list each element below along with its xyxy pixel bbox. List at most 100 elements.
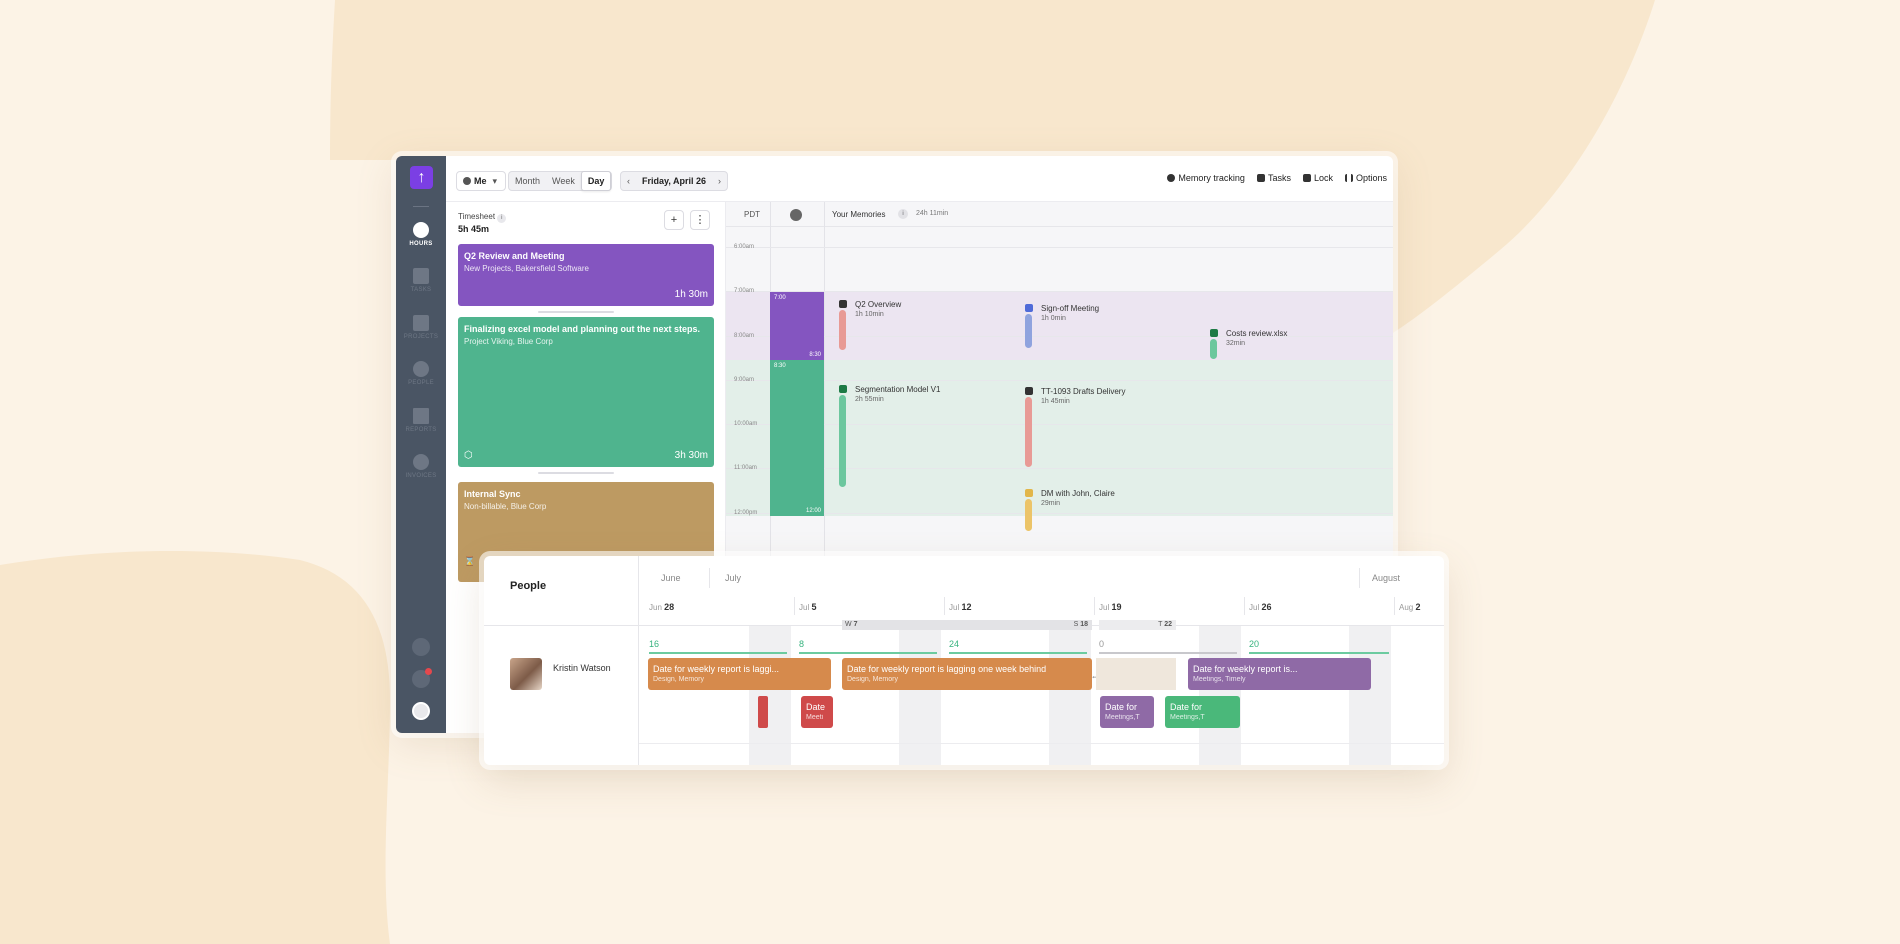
hour-label: 6:00am [734, 244, 755, 250]
task-bar[interactable]: Date Meeti [801, 696, 833, 728]
sidebar-item-projects[interactable]: PROJECTS [396, 315, 446, 340]
week-divider [1094, 597, 1095, 615]
lock-button[interactable]: Lock [1302, 173, 1333, 183]
next-day-button[interactable]: › [718, 176, 722, 186]
sidebar-item-label: PROJECTS [403, 334, 439, 340]
sliders-icon [1344, 174, 1353, 182]
user-selector[interactable]: Me ▾ [456, 171, 507, 191]
entry-title: Q2 Review and Meeting [464, 251, 565, 261]
week-day: 28 [664, 602, 675, 612]
task-bar[interactable] [758, 696, 768, 728]
dollar-icon [413, 454, 429, 470]
week-label: Jul 12 [949, 602, 971, 612]
task-title: Date for weekly report is laggi... [653, 664, 780, 674]
help-icon[interactable] [412, 638, 430, 656]
memory-icon [1167, 174, 1176, 182]
timesheet-heading: Timesheet i [458, 212, 507, 223]
timesheet-total: 5h 45m [458, 224, 490, 234]
excel-icon [1210, 329, 1218, 337]
bar-chart-icon [413, 408, 429, 424]
task-title: Date [806, 702, 826, 712]
options-button[interactable]: Options [1344, 173, 1387, 183]
task-bar[interactable]: Date for Meetings,T [1100, 696, 1154, 728]
view-month-button[interactable]: Month [515, 176, 541, 186]
memory-duration: 1h 10min [855, 311, 884, 318]
resize-handle[interactable] [538, 472, 614, 474]
weekend-shade [899, 626, 941, 765]
lock-label: Lock [1313, 173, 1333, 183]
add-entry-button[interactable]: + [664, 210, 684, 230]
tasks-label: Tasks [1267, 173, 1291, 183]
app-logo-icon[interactable]: ↑ [410, 166, 433, 189]
holiday-marker[interactable]: W 7 S 18 [842, 620, 1092, 630]
options-label: Options [1355, 173, 1387, 183]
hour-label: 8:00am [734, 333, 755, 339]
week-divider [1394, 597, 1395, 615]
toolbar: Memory tracking Tasks Lock Options [1167, 173, 1387, 183]
sidebar-divider [413, 206, 429, 207]
view-week-button[interactable]: Week [552, 176, 575, 186]
calendar-day-view: PDT Your Memories i 24h 11min 6:00am 7:0… [726, 202, 1393, 733]
more-options-button[interactable]: ⋮ [690, 210, 710, 230]
resize-handle[interactable] [538, 311, 614, 313]
holiday-s: S 18 [1074, 620, 1088, 630]
excel-icon [839, 385, 847, 393]
lock-icon [1302, 174, 1311, 182]
hour-band-purple [726, 292, 1393, 360]
task-bar[interactable]: Date for weekly report is... Meetings, Ti… [1188, 658, 1371, 690]
prev-day-button[interactable]: ‹ [627, 176, 630, 186]
task-title: Date for weekly report is... [1193, 664, 1298, 674]
month-label: June [661, 573, 681, 583]
resize-cursor-icon: ⇔ [1091, 672, 1099, 681]
hour-line [726, 513, 1393, 514]
capacity-hours: 16 [649, 639, 660, 649]
sidebar-item-tasks[interactable]: TASKS [396, 268, 446, 293]
capacity-hours: 8 [799, 639, 805, 649]
memory-name: Segmentation Model V1 [855, 385, 941, 394]
time-block[interactable]: 8:30 12:00 [770, 360, 824, 516]
info-icon[interactable]: i [898, 209, 908, 219]
view-day-button[interactable]: Day [580, 171, 612, 191]
memory-name: Sign-off Meeting [1041, 304, 1100, 313]
entry-title: Finalizing excel model and planning out … [464, 324, 701, 334]
tasks-button[interactable]: Tasks [1256, 173, 1291, 183]
current-date[interactable]: Friday, April 26 [642, 176, 707, 186]
sidebar-item-people[interactable]: PEOPLE [396, 361, 446, 386]
entry-project: Non-billable, Blue Corp [464, 502, 547, 511]
holiday-day: 18 [1080, 621, 1088, 628]
people-sidebar: People Kristin Watson [484, 556, 639, 765]
task-title: Date for [1170, 702, 1203, 712]
user-avatar[interactable] [412, 702, 430, 720]
task-bar[interactable]: Date for Meetings,T [1165, 696, 1240, 728]
task-project: Meetings,T [1105, 714, 1140, 721]
hour-line [726, 291, 1393, 292]
holiday-prefix: S [1073, 621, 1079, 628]
holiday-marker[interactable]: T 22 [1099, 620, 1176, 630]
timesheet-entry[interactable]: Q2 Review and Meeting New Projects, Bake… [458, 244, 714, 306]
capacity-hours: 0 [1099, 639, 1105, 649]
sidebar-item-reports[interactable]: REPORTS [396, 408, 446, 433]
timezone-label: PDT [744, 210, 760, 219]
sidebar-item-invoices[interactable]: INVOICES [396, 454, 446, 479]
memory-bar [1210, 339, 1217, 359]
hour-line [726, 468, 1393, 469]
info-icon[interactable]: i [497, 214, 507, 223]
task-project: Design, Memory [653, 676, 704, 683]
week-label: Jul 5 [799, 602, 816, 612]
sidebar-item-hours[interactable]: HOURS [396, 222, 446, 247]
person-name[interactable]: Kristin Watson [553, 663, 611, 673]
memory-tracking-button[interactable]: Memory tracking [1167, 173, 1245, 183]
week-day: 12 [961, 602, 972, 612]
hour-line [726, 247, 1393, 248]
memory-duration: 1h 45min [1041, 398, 1070, 405]
time-block[interactable]: 7:00 8:30 [770, 292, 824, 360]
notification-dot [425, 668, 432, 675]
timesheet-label: Timesheet [458, 212, 496, 221]
task-bar[interactable]: Date for weekly report is laggi... Design… [648, 658, 831, 690]
memory-duration: 2h 55min [855, 396, 884, 403]
task-bar[interactable]: Date for weekly report is lagging one we… [842, 658, 1092, 690]
capacity-line [799, 652, 937, 654]
timesheet-entry[interactable]: Finalizing excel model and planning out … [458, 317, 714, 467]
notifications-bell-icon[interactable] [412, 668, 432, 688]
person-avatar[interactable] [510, 658, 542, 690]
